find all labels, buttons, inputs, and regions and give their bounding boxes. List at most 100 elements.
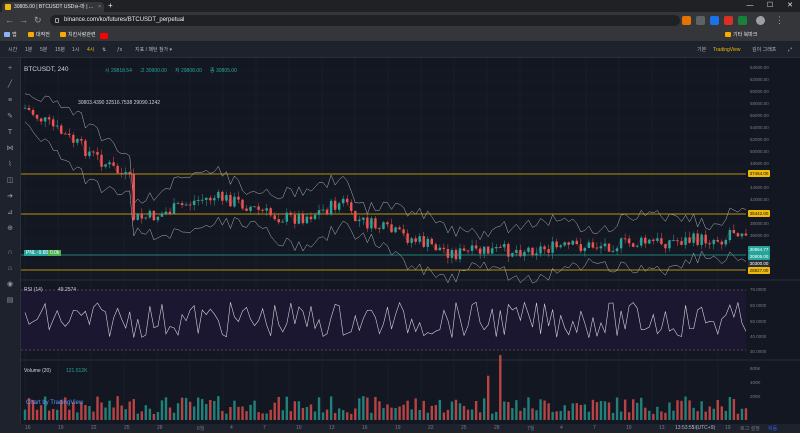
candle-body (543, 246, 546, 250)
crosshair-icon[interactable]: + (7, 65, 13, 72)
candle-body (120, 173, 123, 175)
volume-bar (64, 397, 67, 420)
auto-scale-toggle[interactable]: 자동 (768, 426, 778, 432)
view-tradingview[interactable]: TradingView (713, 47, 741, 53)
chart-canvas[interactable] (21, 58, 800, 424)
extension-icon[interactable] (738, 16, 747, 25)
measure-icon[interactable]: ◫ (6, 177, 14, 184)
volume-bar (184, 397, 188, 420)
eye-icon[interactable]: ◉ (6, 281, 14, 288)
volume-bar (728, 397, 732, 420)
new-tab-button[interactable]: + (108, 1, 113, 10)
browser-tab[interactable]: 30805.00 | BTCUSDT USD⊖-마 | ... × (2, 2, 104, 12)
candle-body (551, 241, 554, 253)
maximize-button[interactable]: ☐ (766, 2, 774, 9)
volume-bar (744, 408, 748, 420)
interval-1m[interactable]: 1분 (25, 47, 33, 53)
trash-icon[interactable]: ▤ (6, 297, 14, 304)
interval-5m[interactable]: 5분 (40, 47, 48, 53)
volume-label[interactable]: Volume (20) (24, 368, 51, 374)
volume-bar (478, 412, 482, 420)
volume-bar (370, 412, 373, 420)
symbol-label[interactable]: BTCUSDT, 240 (24, 66, 69, 73)
url-input[interactable]: binance.com/ko/futures/BTCUSDT_perpetual (50, 15, 680, 26)
indicators-menu[interactable]: 지표 / 패턴 첨가 ▾ (135, 47, 173, 53)
pattern-icon[interactable]: ⋈ (6, 145, 14, 152)
bookmark-item[interactable]: 대작전 (28, 31, 50, 39)
volume-bar (180, 397, 184, 420)
volume-bar (454, 399, 458, 420)
volume-bar (708, 406, 711, 420)
extension-icon[interactable] (682, 16, 691, 25)
interval-15m[interactable]: 15분 (55, 47, 66, 53)
candle-body (261, 209, 264, 211)
interval-1h[interactable]: 1시 (72, 47, 80, 53)
extension-icon[interactable] (696, 16, 705, 25)
rsi-label[interactable]: RSI (14) (24, 287, 43, 293)
candle-body (458, 248, 462, 260)
volume-bar (350, 413, 353, 420)
candle-body (362, 217, 365, 220)
volume-bar (555, 411, 558, 420)
time-tick: 25 (124, 425, 130, 431)
candle-body (712, 239, 715, 245)
candle-body (495, 247, 498, 249)
fib-icon[interactable]: ≡ (7, 97, 13, 104)
time-tick: 16 (362, 425, 368, 431)
lock-drawings-icon[interactable]: ⌂ (7, 265, 13, 272)
magnet-icon[interactable]: ∩ (7, 249, 13, 256)
candle-body (201, 199, 204, 201)
close-value: 종 30805.00 (210, 68, 237, 74)
chart-type-icon[interactable]: ⇅ (102, 47, 107, 53)
trendline-icon[interactable]: ╱ (7, 81, 13, 88)
candle-body (527, 247, 530, 252)
ruler-icon[interactable]: ⊿ (7, 209, 13, 216)
volume-bar (108, 400, 111, 420)
view-depth[interactable]: 깊이 그래프 (752, 47, 777, 53)
forward-icon[interactable]: → (19, 15, 28, 25)
bookmark-apps[interactable]: 앱 (4, 31, 17, 39)
candle-body (64, 133, 67, 135)
bookmarks-bar: 앱 대작전 치킨사랑관련 기타 북마크 (0, 29, 800, 42)
candle-body (587, 242, 591, 248)
text-icon[interactable]: T (7, 129, 13, 136)
candle-body (378, 228, 381, 230)
candle-body (116, 165, 119, 174)
extension-icon[interactable] (710, 16, 719, 25)
close-window-button[interactable]: ✕ (787, 2, 793, 9)
time-tick: 25 (461, 425, 467, 431)
reload-icon[interactable]: ↻ (34, 15, 42, 25)
forecast-icon[interactable]: ⌇ (8, 161, 12, 168)
volume-bar (337, 408, 341, 420)
profile-avatar[interactable] (756, 16, 765, 25)
arrow-icon[interactable]: ➔ (7, 193, 13, 200)
interval-time[interactable]: 시간 (8, 47, 18, 53)
tradingview-watermark[interactable]: Chart by TradingView (26, 400, 84, 406)
candle-body (80, 139, 83, 141)
view-basic[interactable]: 기본 (697, 47, 707, 53)
bookmark-other[interactable]: 기타 북마크 (725, 31, 757, 39)
chart-grid (21, 58, 800, 424)
extension-icon[interactable] (724, 16, 733, 25)
volume-bar (740, 408, 744, 420)
close-tab-icon[interactable]: × (98, 4, 101, 10)
zoom-icon[interactable]: ⊕ (7, 225, 13, 232)
bookmark-item[interactable]: 치킨사랑관련 (60, 31, 96, 39)
menu-icon[interactable]: ⋮ (775, 15, 784, 25)
candle-body (732, 229, 736, 234)
rsi-line (24, 301, 747, 338)
volume-bar (84, 405, 87, 420)
brush-icon[interactable]: ✎ (7, 113, 13, 120)
folder-icon (60, 32, 66, 37)
fullscreen-icon[interactable]: ⤢ (788, 47, 793, 53)
candle-body (636, 245, 639, 247)
time-tick: 28 (157, 425, 163, 431)
log-scale-toggle[interactable]: 로그 설정 (740, 426, 760, 432)
interval-4h[interactable]: 4시 (87, 47, 95, 53)
indicators-icon[interactable]: ƒx (117, 47, 123, 53)
youtube-icon[interactable] (100, 33, 108, 39)
volume-bar (466, 409, 470, 420)
back-icon[interactable]: ← (5, 15, 14, 25)
minimize-button[interactable]: — (746, 2, 754, 9)
volume-bar (704, 411, 707, 420)
